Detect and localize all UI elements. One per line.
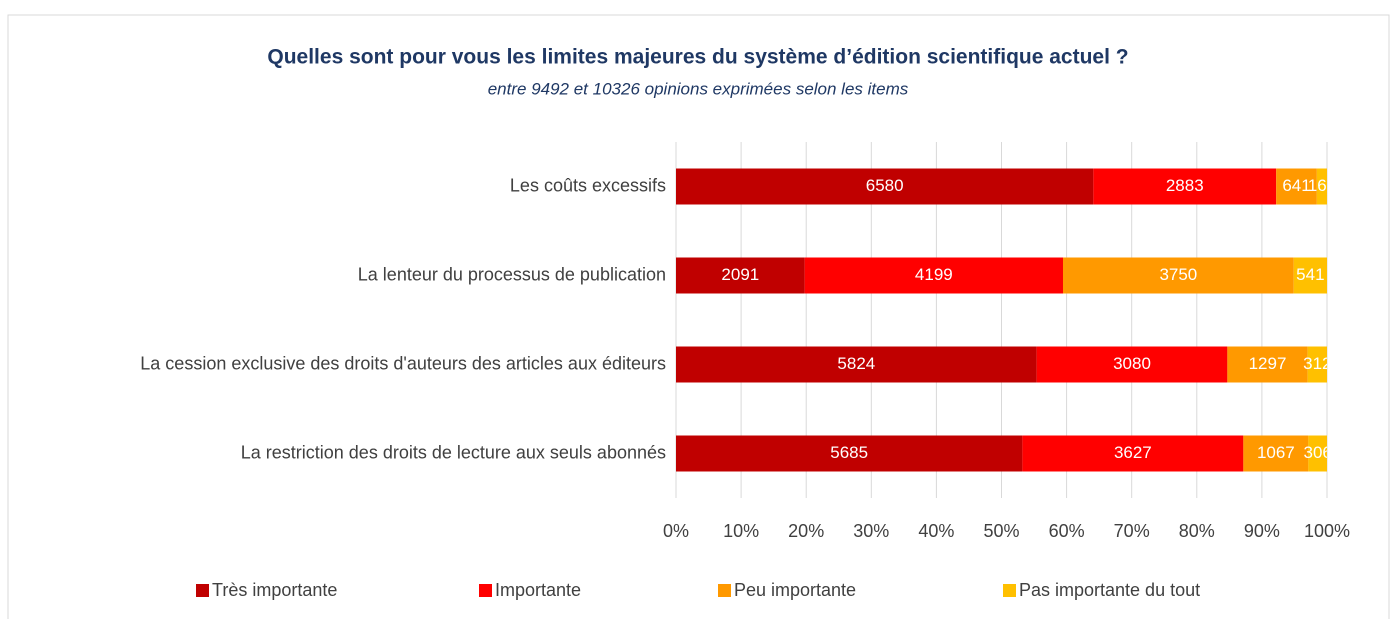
x-tick-label: 40% — [918, 521, 954, 541]
legend-label: Peu importante — [734, 580, 856, 600]
data-label: 306 — [1303, 443, 1331, 462]
legend-swatch — [196, 584, 209, 597]
data-label: 1297 — [1249, 354, 1287, 373]
y-tick-label: La cession exclusive des droits d'auteur… — [140, 353, 666, 373]
x-tick-label: 70% — [1114, 521, 1150, 541]
bar-segment — [804, 257, 1063, 294]
chart-frame — [7, 14, 1390, 619]
bar-segment — [1243, 435, 1309, 472]
data-label: 6580 — [866, 176, 904, 195]
chart-title: Quelles sont pour vous les limites majeu… — [267, 46, 1128, 69]
x-tick-label: 10% — [723, 521, 759, 541]
bar-segment — [1227, 346, 1308, 383]
x-tick-label: 60% — [1049, 521, 1085, 541]
bar-segment — [676, 257, 805, 294]
legend-label: Pas importante du tout — [1019, 580, 1200, 600]
data-label: 3080 — [1113, 354, 1151, 373]
x-tick-label: 20% — [788, 521, 824, 541]
legend-label: Importante — [495, 580, 581, 600]
x-tick-label: 80% — [1179, 521, 1215, 541]
data-label: 641 — [1282, 176, 1310, 195]
bar-segment — [676, 168, 1094, 205]
data-label: 160 — [1308, 176, 1336, 195]
y-tick-label: La restriction des droits de lecture aux… — [241, 442, 666, 462]
data-label: 1067 — [1257, 443, 1295, 462]
bar-segment — [1308, 435, 1327, 472]
bar-segment — [1307, 346, 1327, 383]
data-label: 3627 — [1114, 443, 1152, 462]
x-tick-label: 100% — [1304, 521, 1350, 541]
x-tick-label: 50% — [983, 521, 1019, 541]
bar-segment — [1316, 168, 1327, 205]
data-label: 541 — [1296, 265, 1324, 284]
legend-swatch — [479, 584, 492, 597]
legend-swatch — [1003, 584, 1016, 597]
bar-segment — [1062, 257, 1294, 294]
data-label: 2091 — [721, 265, 759, 284]
bar-segment — [1276, 168, 1317, 205]
x-tick-label: 30% — [853, 521, 889, 541]
bar-segment — [676, 435, 1023, 472]
data-label: 312 — [1303, 354, 1331, 373]
x-tick-label: 0% — [663, 521, 689, 541]
data-label: 3750 — [1159, 265, 1197, 284]
bar-segment — [1022, 435, 1244, 472]
bar-segment — [676, 346, 1037, 383]
y-tick-label: Les coûts excessifs — [510, 175, 666, 195]
chart-subtitle: entre 9492 et 10326 opinions exprimées s… — [488, 79, 909, 98]
legend-label: Très importante — [212, 580, 337, 600]
bar-segment — [1036, 346, 1228, 383]
data-label: 2883 — [1166, 176, 1204, 195]
data-label: 4199 — [915, 265, 953, 284]
data-label: 5824 — [837, 354, 875, 373]
bar-segment — [1093, 168, 1277, 205]
x-tick-label: 90% — [1244, 521, 1280, 541]
y-tick-label: La lenteur du processus de publication — [358, 264, 666, 284]
data-label: 5685 — [830, 443, 868, 462]
bar-segment — [1293, 257, 1327, 294]
legend-swatch — [718, 584, 731, 597]
